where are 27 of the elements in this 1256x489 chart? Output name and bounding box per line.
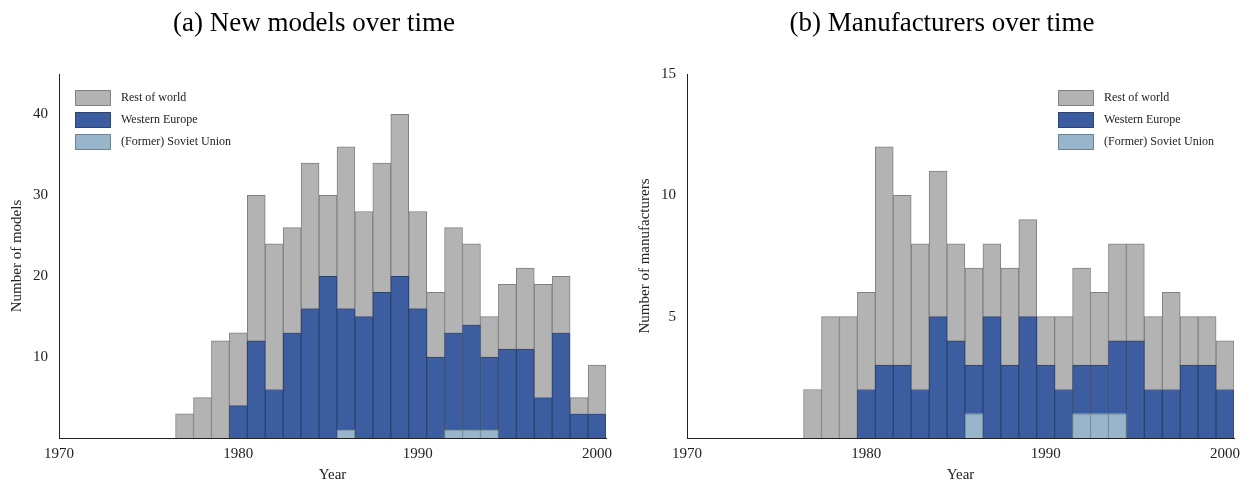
y-tick-label: 20 bbox=[33, 267, 48, 284]
legend-label: (Former) Soviet Union bbox=[121, 134, 231, 149]
x-tick-label: 1990 bbox=[402, 444, 433, 461]
x-tick-label: 2000 bbox=[1210, 444, 1241, 461]
y-tick-label: 10 bbox=[33, 348, 48, 365]
legend-label: Western Europe bbox=[1104, 112, 1181, 127]
y-tick-label: 30 bbox=[33, 186, 48, 203]
legend-label: Rest of world bbox=[1104, 90, 1170, 105]
x-axis-title: Year bbox=[946, 465, 975, 482]
legend-label: Rest of world bbox=[121, 90, 187, 105]
x-tick-label: 1990 bbox=[1030, 444, 1061, 461]
y-tick-label: 5 bbox=[668, 307, 676, 324]
legend-label: Western Europe bbox=[121, 112, 198, 127]
y-tick-label: 15 bbox=[661, 64, 676, 81]
x-tick-label: 1970 bbox=[672, 444, 702, 461]
x-tick-label: 2000 bbox=[582, 444, 613, 461]
y-axis-title: Number of models bbox=[7, 199, 24, 313]
y-axis-title: Number of manufacturers bbox=[635, 178, 652, 334]
x-tick-label: 1980 bbox=[851, 444, 882, 461]
x-axis-title: Year bbox=[318, 465, 347, 482]
legend-label: (Former) Soviet Union bbox=[1104, 134, 1215, 149]
y-tick-label: 10 bbox=[661, 186, 676, 203]
x-tick-label: 1970 bbox=[44, 444, 74, 461]
chart-title: (b) Manufacturers over time bbox=[788, 6, 1096, 39]
y-tick-label: 40 bbox=[33, 105, 48, 122]
chart-title: (a) New models over time bbox=[172, 6, 456, 39]
x-tick-label: 1980 bbox=[223, 444, 254, 461]
